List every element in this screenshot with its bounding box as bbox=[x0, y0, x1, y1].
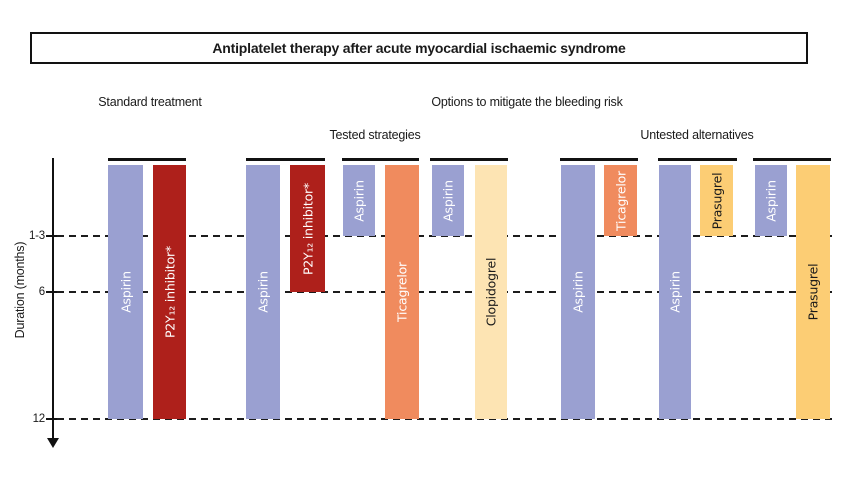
bar-label: Prasugrel bbox=[805, 263, 821, 321]
duration-axis-line bbox=[52, 158, 54, 440]
group-cap bbox=[560, 158, 638, 161]
gridline-6 bbox=[57, 291, 835, 293]
bar-label: Aspirin bbox=[440, 179, 456, 222]
section-header-options: Options to mitigate the bleeding risk bbox=[431, 95, 623, 109]
y-tick-label: 6 bbox=[38, 286, 45, 298]
tick-mark-6 bbox=[46, 291, 59, 293]
bar-label: Aspirin bbox=[255, 271, 271, 313]
bar-p2y12: P2Y₁₂ inhibitor* bbox=[290, 165, 325, 292]
figure-title-box: Antiplatelet therapy after acute myocard… bbox=[30, 32, 808, 64]
group-cap bbox=[658, 158, 737, 161]
bar-label: Aspirin bbox=[351, 179, 367, 222]
axis-arrow-down-icon bbox=[47, 438, 59, 448]
bar-label: Ticagrelor bbox=[613, 170, 628, 231]
bar-aspirin: Aspirin bbox=[432, 165, 464, 236]
y-tick-label: 12 bbox=[32, 413, 46, 425]
bar-label: Ticagrelor bbox=[394, 261, 410, 323]
bar-label: P2Y₁₂ inhibitor* bbox=[162, 245, 177, 339]
group-cap bbox=[753, 158, 831, 161]
bar-ticagrelor: Ticagrelor bbox=[604, 165, 637, 236]
bar-label: Prasugrel bbox=[709, 172, 724, 229]
bar-label: Aspirin bbox=[118, 271, 133, 313]
gridline-12 bbox=[57, 418, 835, 420]
bar-aspirin: Aspirin bbox=[343, 165, 375, 236]
bar-prasugrel: Prasugrel bbox=[796, 165, 830, 419]
bar-prasugrel: Prasugrel bbox=[700, 165, 733, 236]
section-header-untested-alternatives: Untested alternatives bbox=[640, 128, 754, 142]
bar-label: Aspirin bbox=[763, 179, 779, 222]
bar-aspirin: Aspirin bbox=[561, 165, 595, 419]
group-cap bbox=[342, 158, 419, 161]
tick-mark-1-3 bbox=[46, 235, 59, 237]
bar-label: P2Y₁₂ inhibitor* bbox=[300, 182, 315, 275]
group-cap bbox=[108, 158, 186, 161]
gridline-1-3 bbox=[57, 235, 835, 237]
bar-label: Aspirin bbox=[570, 271, 586, 313]
bar-label: Clopidogrel bbox=[483, 257, 499, 327]
bar-aspirin: Aspirin bbox=[659, 165, 691, 419]
group-cap bbox=[430, 158, 508, 161]
bar-aspirin: Aspirin bbox=[246, 165, 280, 419]
bar-p2y12: P2Y₁₂ inhibitor* bbox=[153, 165, 186, 419]
bar-clopidogrel: Clopidogrel bbox=[475, 165, 507, 419]
bar-ticagrelor: Ticagrelor bbox=[385, 165, 419, 419]
section-header-tested-strategies: Tested strategies bbox=[329, 128, 421, 142]
bar-aspirin: Aspirin bbox=[108, 165, 143, 419]
tick-mark-12 bbox=[46, 418, 59, 420]
group-cap bbox=[246, 158, 325, 161]
bar-label: Aspirin bbox=[667, 271, 683, 313]
bar-aspirin: Aspirin bbox=[755, 165, 787, 236]
y-tick-label: 1-3 bbox=[28, 230, 45, 242]
figure-title: Antiplatelet therapy after acute myocard… bbox=[212, 40, 626, 56]
section-header-standard-treatment: Standard treatment bbox=[98, 95, 202, 109]
